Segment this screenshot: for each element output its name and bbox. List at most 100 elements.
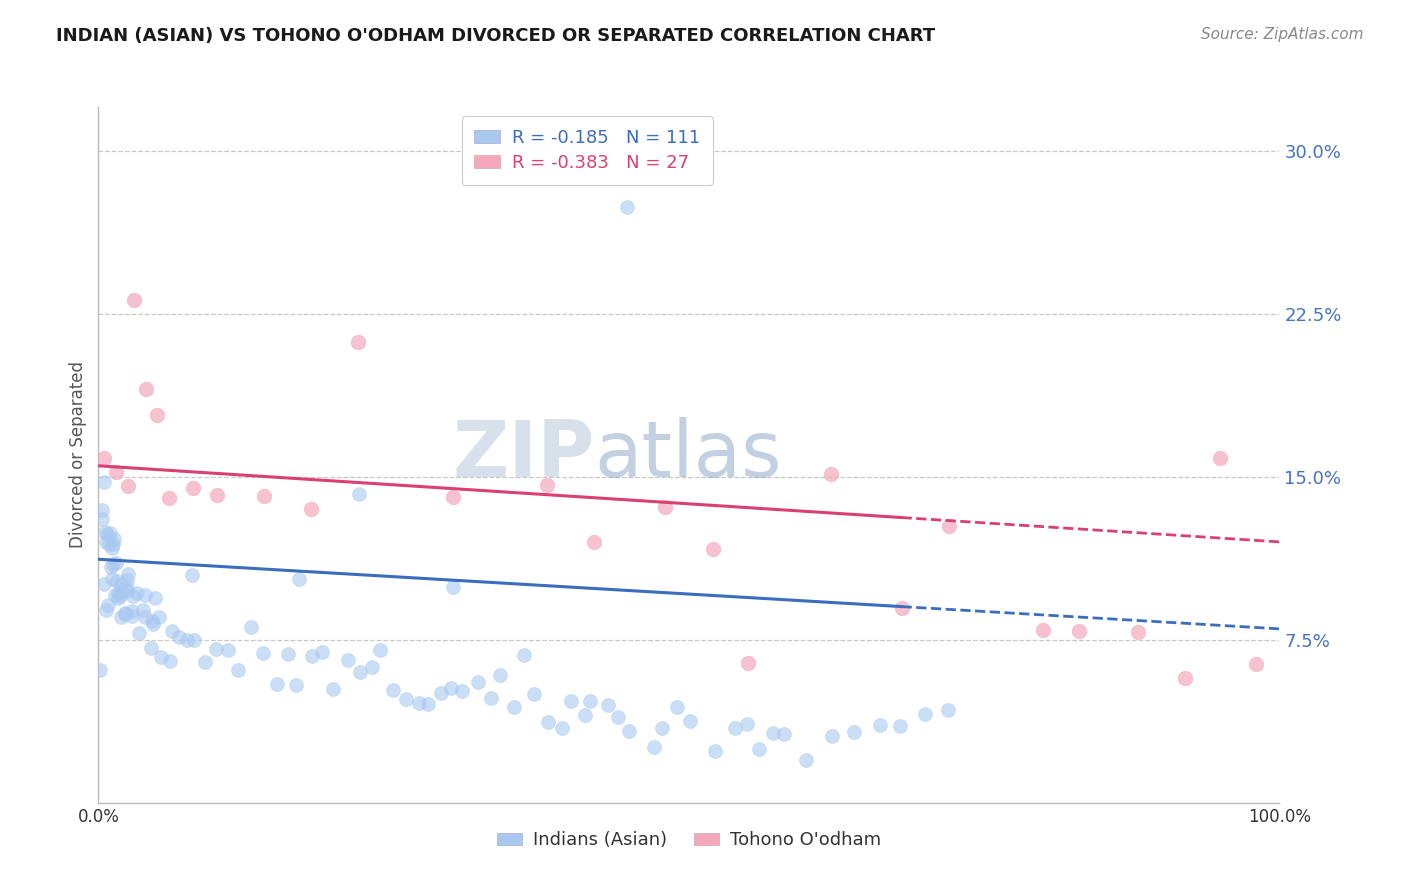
- Point: [537, 714, 560, 729]
- Point: [578, 694, 600, 708]
- Point: [122, 589, 145, 603]
- Point: [844, 725, 866, 739]
- Point: [115, 583, 138, 598]
- Point: [110, 590, 132, 604]
- Point: [90, 502, 112, 516]
- Point: [451, 684, 474, 698]
- Point: [104, 588, 127, 602]
- Point: [382, 682, 405, 697]
- Point: [125, 586, 148, 600]
- Point: [134, 588, 156, 602]
- Point: [288, 572, 311, 586]
- Point: [135, 382, 157, 396]
- Point: [114, 607, 136, 622]
- Point: [938, 518, 960, 533]
- Point: [121, 603, 143, 617]
- Point: [107, 591, 129, 606]
- Point: [98, 537, 121, 551]
- Point: [100, 559, 122, 574]
- Point: [121, 609, 143, 624]
- Point: [551, 721, 574, 735]
- Point: [762, 725, 785, 739]
- Point: [560, 694, 582, 708]
- Point: [132, 603, 155, 617]
- Point: [370, 643, 392, 657]
- Point: [105, 466, 128, 480]
- Text: Source: ZipAtlas.com: Source: ZipAtlas.com: [1201, 27, 1364, 42]
- Point: [97, 598, 120, 612]
- Point: [194, 656, 217, 670]
- Point: [574, 708, 596, 723]
- Point: [104, 557, 127, 571]
- Point: [141, 615, 163, 629]
- Point: [607, 710, 630, 724]
- Point: [110, 576, 132, 591]
- Point: [735, 717, 758, 731]
- Point: [205, 488, 228, 502]
- Text: atlas: atlas: [595, 417, 782, 493]
- Point: [889, 719, 911, 733]
- Point: [142, 617, 165, 632]
- Point: [89, 663, 111, 677]
- Point: [90, 512, 112, 526]
- Point: [94, 603, 117, 617]
- Point: [748, 741, 770, 756]
- Legend: Indians (Asian), Tohono O'odham: Indians (Asian), Tohono O'odham: [489, 824, 889, 856]
- Point: [143, 591, 166, 606]
- Point: [773, 727, 796, 741]
- Point: [1244, 657, 1267, 671]
- Point: [1032, 624, 1054, 638]
- Point: [205, 641, 228, 656]
- Point: [93, 475, 115, 489]
- Point: [285, 678, 308, 692]
- Point: [252, 646, 274, 660]
- Point: [869, 718, 891, 732]
- Point: [737, 656, 759, 670]
- Point: [395, 691, 418, 706]
- Point: [665, 700, 688, 714]
- Point: [183, 633, 205, 648]
- Point: [181, 482, 204, 496]
- Point: [479, 691, 502, 706]
- Y-axis label: Divorced or Separated: Divorced or Separated: [69, 361, 87, 549]
- Point: [441, 580, 464, 594]
- Point: [678, 714, 700, 728]
- Point: [704, 743, 727, 757]
- Point: [101, 536, 124, 550]
- Point: [94, 525, 117, 540]
- Point: [105, 574, 128, 589]
- Point: [467, 674, 489, 689]
- Point: [128, 626, 150, 640]
- Point: [1209, 450, 1232, 465]
- Point: [299, 501, 322, 516]
- Point: [583, 535, 606, 549]
- Point: [643, 739, 665, 754]
- Point: [441, 490, 464, 504]
- Point: [489, 668, 512, 682]
- Point: [513, 648, 536, 663]
- Point: [502, 700, 524, 714]
- Point: [440, 681, 463, 695]
- Point: [181, 568, 204, 582]
- Point: [277, 648, 299, 662]
- Point: [93, 577, 115, 591]
- Point: [176, 632, 198, 647]
- Point: [596, 698, 619, 713]
- Point: [150, 649, 173, 664]
- Point: [301, 649, 323, 664]
- Point: [311, 645, 333, 659]
- Point: [101, 558, 124, 572]
- Point: [347, 335, 370, 350]
- Point: [820, 467, 842, 482]
- Point: [226, 663, 249, 677]
- Point: [724, 721, 747, 735]
- Point: [146, 408, 169, 422]
- Point: [111, 582, 134, 597]
- Text: ZIP: ZIP: [453, 417, 595, 493]
- Point: [360, 659, 382, 673]
- Point: [148, 610, 170, 624]
- Point: [336, 653, 359, 667]
- Point: [1067, 624, 1090, 638]
- Point: [100, 573, 122, 587]
- Point: [820, 729, 842, 743]
